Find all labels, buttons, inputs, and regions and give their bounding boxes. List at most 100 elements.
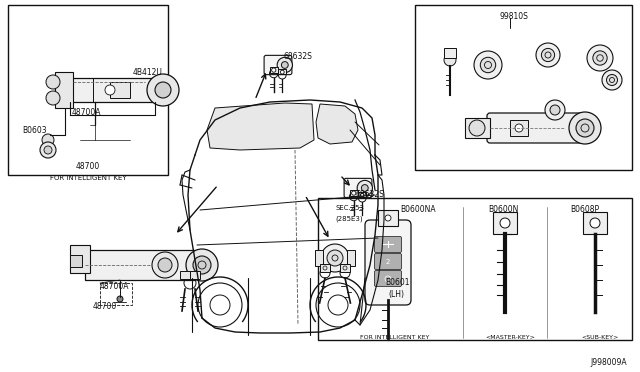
Circle shape xyxy=(474,51,502,79)
Circle shape xyxy=(550,105,560,115)
Text: (285E3): (285E3) xyxy=(335,215,363,221)
Bar xyxy=(315,250,323,266)
Bar xyxy=(269,67,278,73)
Bar xyxy=(444,48,456,58)
Circle shape xyxy=(152,252,178,278)
Circle shape xyxy=(569,112,601,144)
Circle shape xyxy=(480,57,496,73)
Circle shape xyxy=(282,62,288,68)
Bar xyxy=(358,192,366,198)
Circle shape xyxy=(385,215,391,221)
Bar xyxy=(340,264,350,272)
FancyBboxPatch shape xyxy=(374,270,401,286)
Circle shape xyxy=(158,258,172,272)
Circle shape xyxy=(576,119,594,137)
Circle shape xyxy=(590,218,600,228)
Text: <SUB-KEY>: <SUB-KEY> xyxy=(581,335,619,340)
Bar xyxy=(510,120,528,136)
Bar xyxy=(55,78,155,102)
Bar xyxy=(8,5,168,175)
Circle shape xyxy=(536,43,560,67)
Circle shape xyxy=(602,70,622,90)
Circle shape xyxy=(541,48,555,62)
Text: B0603: B0603 xyxy=(22,126,47,135)
Bar xyxy=(465,118,490,138)
FancyBboxPatch shape xyxy=(264,55,292,75)
Bar xyxy=(415,5,632,170)
FancyBboxPatch shape xyxy=(374,237,401,253)
Circle shape xyxy=(40,142,56,158)
Polygon shape xyxy=(207,103,314,150)
Bar xyxy=(70,255,82,267)
Circle shape xyxy=(277,57,292,73)
FancyBboxPatch shape xyxy=(374,253,401,269)
FancyBboxPatch shape xyxy=(344,178,372,198)
Text: 4B412U: 4B412U xyxy=(133,68,163,77)
Text: 2: 2 xyxy=(386,259,390,265)
Circle shape xyxy=(351,191,356,195)
Text: FOR INTELLIGENT KEY: FOR INTELLIGENT KEY xyxy=(50,175,126,181)
Bar xyxy=(190,271,200,279)
Text: 48700A: 48700A xyxy=(72,108,102,117)
Text: 68632S: 68632S xyxy=(355,190,384,199)
Circle shape xyxy=(444,54,456,66)
Circle shape xyxy=(280,70,284,74)
Text: B0600NA: B0600NA xyxy=(400,205,436,214)
Bar xyxy=(378,210,398,226)
Circle shape xyxy=(46,75,60,89)
Text: FOR INTELLIGENT KEY: FOR INTELLIGENT KEY xyxy=(360,335,429,340)
Circle shape xyxy=(46,91,60,105)
Circle shape xyxy=(44,146,52,154)
Bar xyxy=(70,245,90,273)
Bar xyxy=(349,190,358,196)
Text: 99810S: 99810S xyxy=(500,12,529,21)
Bar xyxy=(55,72,73,108)
Circle shape xyxy=(271,68,276,72)
Circle shape xyxy=(155,82,171,98)
Circle shape xyxy=(105,85,115,95)
Circle shape xyxy=(500,218,510,228)
Circle shape xyxy=(587,45,613,71)
Bar xyxy=(278,69,286,74)
Bar xyxy=(493,212,517,234)
Circle shape xyxy=(362,185,368,192)
Circle shape xyxy=(607,74,618,86)
Bar xyxy=(73,78,93,102)
Bar xyxy=(583,212,607,234)
Circle shape xyxy=(327,250,343,266)
Text: B0601: B0601 xyxy=(385,278,410,287)
Text: <MASTER-KEY>: <MASTER-KEY> xyxy=(485,335,535,340)
Text: B0600N: B0600N xyxy=(488,205,518,214)
Bar xyxy=(318,198,632,340)
Text: SEC.253: SEC.253 xyxy=(335,205,364,211)
FancyBboxPatch shape xyxy=(365,220,411,305)
Circle shape xyxy=(515,124,523,132)
Circle shape xyxy=(117,296,123,302)
Bar xyxy=(347,250,355,266)
Circle shape xyxy=(321,244,349,272)
FancyBboxPatch shape xyxy=(487,113,583,143)
Text: (LH): (LH) xyxy=(388,290,404,299)
Text: 48700: 48700 xyxy=(93,302,117,311)
Bar xyxy=(180,271,190,279)
Circle shape xyxy=(545,100,565,120)
Bar xyxy=(370,260,382,288)
Bar xyxy=(320,264,330,272)
Circle shape xyxy=(357,180,372,196)
Text: 68632S: 68632S xyxy=(283,52,312,61)
Circle shape xyxy=(593,51,607,65)
Circle shape xyxy=(360,193,364,197)
Bar xyxy=(85,250,195,280)
Circle shape xyxy=(186,249,218,281)
Bar xyxy=(100,283,132,305)
Text: B0608P: B0608P xyxy=(570,205,599,214)
Circle shape xyxy=(193,256,211,274)
Circle shape xyxy=(469,120,485,136)
Circle shape xyxy=(147,74,179,106)
Polygon shape xyxy=(316,104,358,144)
Text: 48700: 48700 xyxy=(76,162,100,171)
Circle shape xyxy=(42,134,54,146)
Text: J998009A: J998009A xyxy=(590,358,627,367)
Bar xyxy=(110,82,130,98)
Text: 48700A: 48700A xyxy=(100,282,129,291)
